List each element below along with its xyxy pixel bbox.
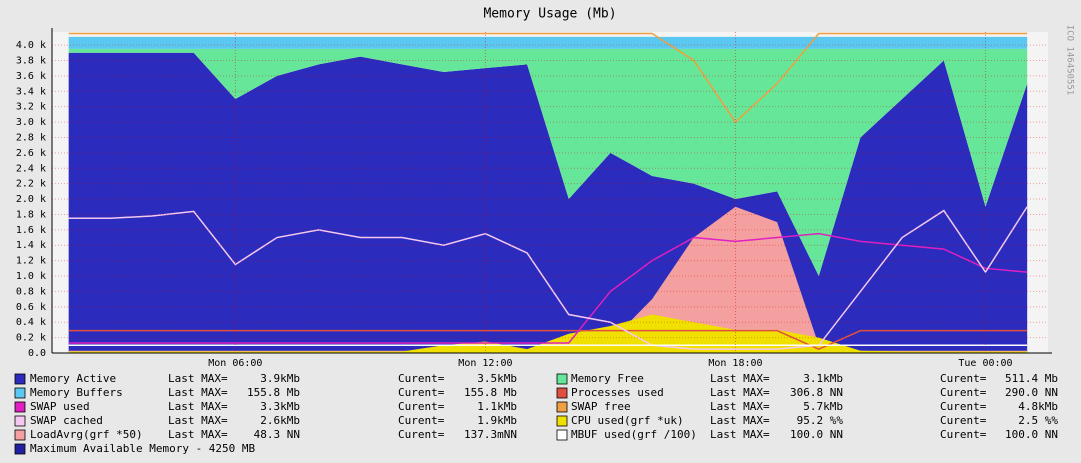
legend-max: 100.0 NN	[790, 428, 843, 441]
legend-label: LoadAvrg(grf *50)	[30, 428, 143, 441]
legend-max-label: Last MAX=	[710, 372, 770, 385]
legend-label: Processes used	[571, 386, 664, 399]
y-tick-label: 0.4 k	[16, 317, 46, 328]
legend-current-label: Curent=	[398, 386, 445, 399]
legend-max: 95.2 %%	[797, 414, 844, 427]
legend-swatch	[556, 401, 568, 413]
legend-swatch	[556, 415, 568, 427]
y-tick-label: 1.6 k	[16, 225, 46, 236]
legend-current-label: Curent=	[398, 400, 445, 413]
legend-max: 3.1kMb	[803, 372, 843, 385]
legend-max-label: Last MAX=	[710, 428, 770, 441]
legend-swatch	[14, 429, 26, 441]
y-tick-label: 2.6 k	[16, 148, 46, 159]
legend-max: 48.3 NN	[254, 428, 300, 441]
legend-max: 5.7kMb	[803, 400, 843, 413]
y-tick-label: 1.4 k	[16, 240, 46, 251]
y-tick-label: 1.8 k	[16, 209, 46, 220]
legend-label: Memory Active	[30, 372, 116, 385]
legend-max-label: Last MAX=	[168, 372, 228, 385]
area	[68, 206, 1028, 353]
legend-current: 4.8kMb	[1018, 400, 1058, 413]
legend-label: SWAP cached	[30, 414, 103, 427]
y-tick-label: 3.8 k	[16, 55, 46, 66]
y-tick-label: 0.2 k	[16, 333, 46, 344]
legend-max-label: Last MAX=	[710, 400, 770, 413]
legend-swatch	[14, 387, 26, 399]
legend-max-label: Last MAX=	[168, 386, 228, 399]
x-tick-label: Mon 06:00	[208, 358, 262, 369]
chart-title: Memory Usage (Mb)	[483, 7, 616, 22]
legend-max-label: Last MAX=	[710, 386, 770, 399]
legend-label: SWAP used	[30, 400, 90, 413]
legend-label: Memory Free	[571, 372, 644, 385]
legend-current-label: Curent=	[940, 400, 987, 413]
y-tick-label: 2.0 k	[16, 194, 46, 205]
x-tick-label: Tue 00:00	[958, 358, 1012, 369]
legend-swatch	[14, 401, 26, 413]
legend-label: Maximum Available Memory - 4250 MB	[30, 442, 256, 455]
legend-current-label: Curent=	[940, 386, 987, 399]
y-tick-label: 3.4 k	[16, 86, 46, 97]
y-tick-label: 0.8 k	[16, 286, 46, 297]
legend-current: 137.3mNN	[464, 428, 517, 441]
legend-swatch	[556, 429, 568, 441]
y-tick-label: 0.0	[28, 348, 46, 359]
legend-current: 100.0 NN	[1005, 428, 1058, 441]
legend-max-label: Last MAX=	[710, 414, 770, 427]
y-tick-label: 0.6 k	[16, 302, 46, 313]
legend-current-label: Curent=	[940, 428, 987, 441]
legend-max-label: Last MAX=	[168, 414, 228, 427]
area	[68, 36, 1028, 49]
y-tick-label: 3.2 k	[16, 102, 46, 113]
legend-swatch	[556, 387, 568, 399]
y-tick-label: 1.2 k	[16, 256, 46, 267]
legend-max: 3.9kMb	[260, 372, 300, 385]
y-tick-label: 3.0 k	[16, 117, 46, 128]
legend-label: MBUF used(grf /100)	[571, 428, 697, 441]
legend-max-label: Last MAX=	[168, 400, 228, 413]
legend-current: 155.8 Mb	[464, 386, 517, 399]
legend-label: Memory Buffers	[30, 386, 123, 399]
legend-max: 3.3kMb	[260, 400, 300, 413]
legend-current-label: Curent=	[940, 372, 987, 385]
legend-swatch	[556, 373, 568, 385]
watermark: ICO 146450551	[1065, 25, 1075, 95]
x-tick-label: Mon 12:00	[458, 358, 512, 369]
y-tick-label: 2.8 k	[16, 132, 46, 143]
legend-current: 1.1kMb	[477, 400, 517, 413]
legend-current: 3.5kMb	[477, 372, 517, 385]
legend-current: 1.9kMb	[477, 414, 517, 427]
legend-current: 511.4 Mb	[1005, 372, 1058, 385]
line	[68, 32, 1028, 124]
legend-label: SWAP free	[571, 400, 631, 413]
legend-max: 2.6kMb	[260, 414, 300, 427]
area	[68, 314, 1028, 353]
legend-current: 290.0 NN	[1005, 386, 1058, 399]
legend-current: 2.5 %%	[1018, 414, 1058, 427]
legend-label: CPU used(grf *uk)	[571, 414, 684, 427]
legend-swatch	[14, 415, 26, 427]
line	[68, 329, 1028, 350]
legend-current-label: Curent=	[940, 414, 987, 427]
area	[68, 48, 1028, 277]
legend-current-label: Curent=	[398, 414, 445, 427]
line	[68, 232, 1028, 344]
y-tick-label: 3.6 k	[16, 71, 46, 82]
y-tick-label: 2.2 k	[16, 179, 46, 190]
y-tick-label: 1.0 k	[16, 271, 46, 282]
legend-max-label: Last MAX=	[168, 428, 228, 441]
legend-swatch	[14, 373, 26, 385]
legend-max: 155.8 Mb	[247, 386, 300, 399]
legend-current-label: Curent=	[398, 372, 445, 385]
y-tick-label: 2.4 k	[16, 163, 46, 174]
line	[68, 206, 1028, 350]
legend-max: 306.8 NN	[790, 386, 843, 399]
y-tick-label: 4.0 k	[16, 40, 46, 51]
x-tick-label: Mon 18:00	[708, 358, 762, 369]
legend-current-label: Curent=	[398, 428, 445, 441]
legend-swatch	[14, 443, 26, 455]
